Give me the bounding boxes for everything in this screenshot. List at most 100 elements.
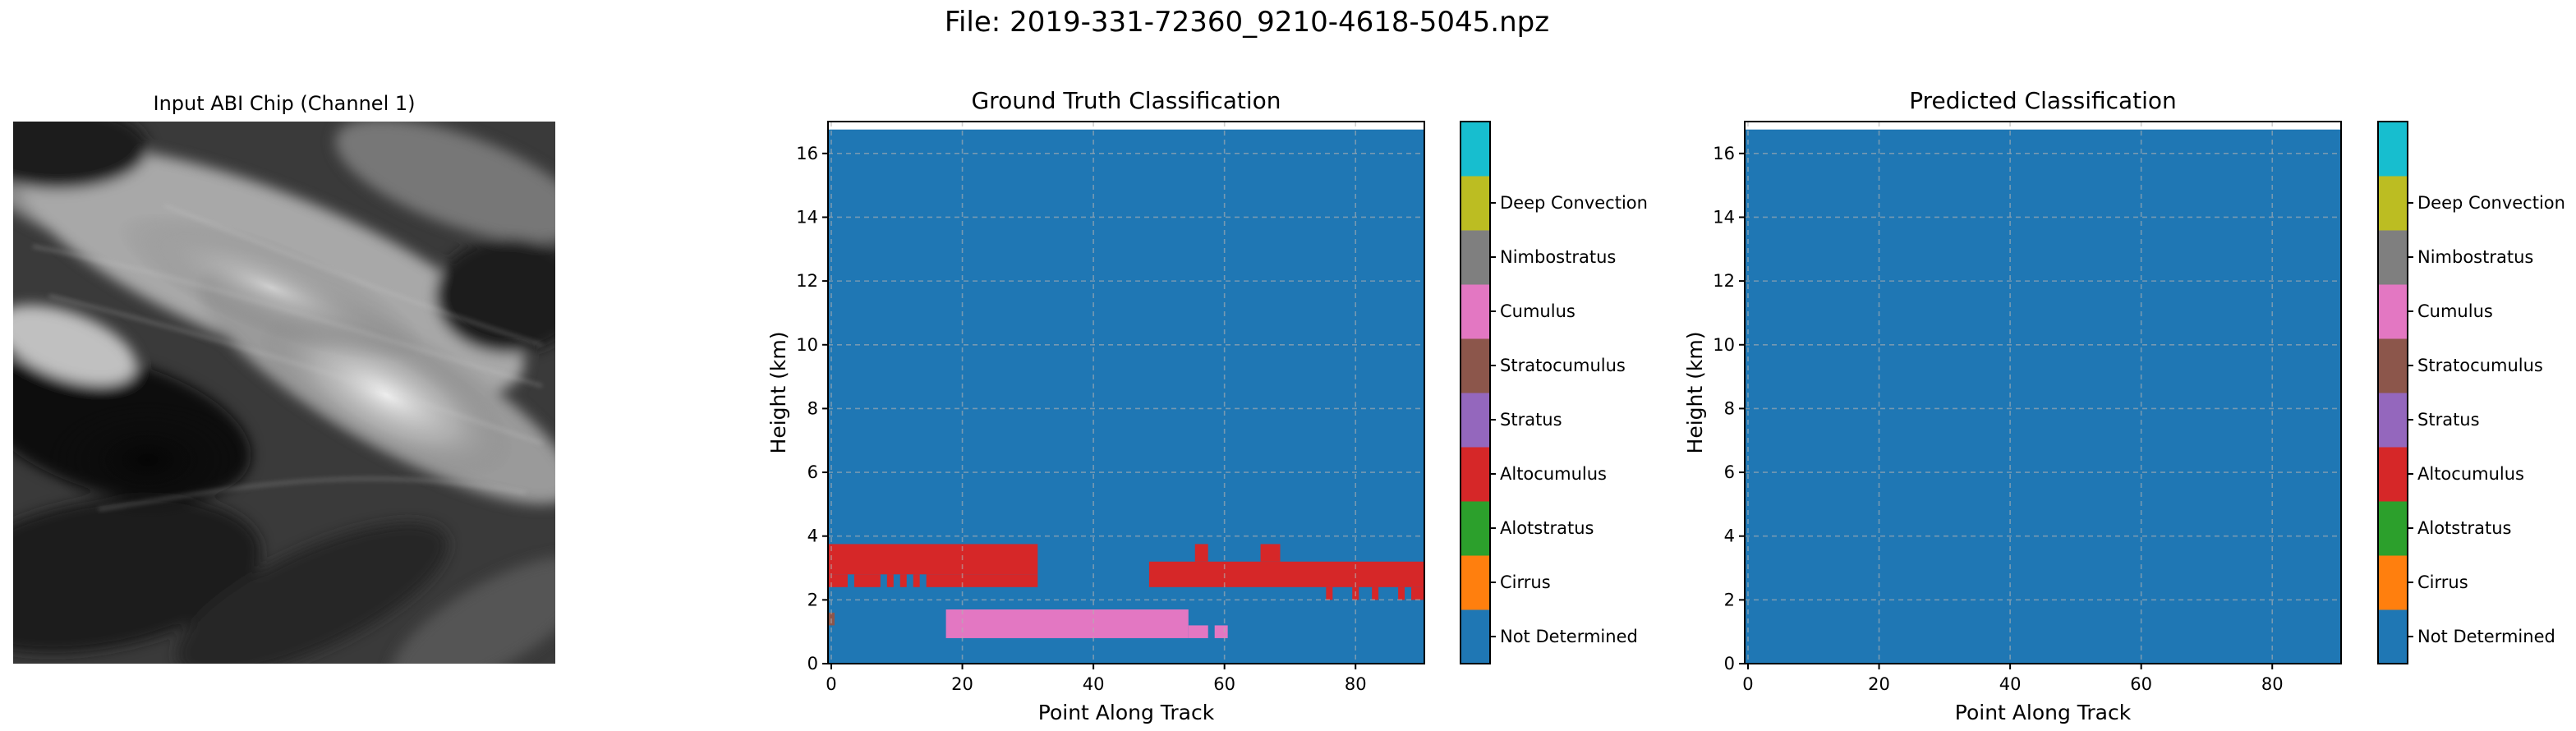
y-tick-label-3: 6 [807, 462, 818, 482]
x-axis-label: Point Along Track [1955, 701, 2132, 724]
heatmap-region-16 [1188, 625, 1208, 638]
heatmap-region-1 [828, 574, 848, 587]
y-tick-label-7: 14 [1713, 207, 1735, 227]
heatmap-background [1745, 129, 2341, 664]
colorbar-swatch-1 [1460, 555, 1490, 610]
y-tick-label-4: 8 [1724, 398, 1735, 418]
heatmap-region-13 [1398, 586, 1405, 600]
figure-title: File: 2019-331-72360_9210-4618-5045.npz [945, 6, 1549, 39]
y-tick-label-5: 10 [1713, 335, 1735, 355]
x-tick-label-1: 20 [951, 674, 973, 694]
y-tick-label-6: 12 [796, 271, 818, 291]
colorbar-swatch-8 [2378, 176, 2408, 231]
colorbar-label-4: Stratus [1500, 410, 1562, 430]
colorbar-label-7: Nimbostratus [2417, 247, 2533, 267]
colorbar-swatch-7 [1460, 230, 1490, 285]
heatmap-region-8 [1194, 544, 1208, 562]
colorbar-label-3: Altocumulus [1500, 464, 1607, 484]
colorbar-swatch-2 [1460, 501, 1490, 556]
x-tick-label-3: 60 [2130, 674, 2152, 694]
colorbar-label-7: Nimbostratus [1500, 247, 1616, 267]
colorbar-swatch-6 [1460, 284, 1490, 339]
x-tick-label-2: 40 [1999, 674, 2022, 694]
x-tick-label-0: 0 [826, 674, 836, 694]
x-tick-label-4: 80 [2261, 674, 2284, 694]
colorbar-frame [1460, 121, 1491, 664]
y-axis-label: Height (km) [766, 332, 790, 454]
colorbar-label-6: Cumulus [2417, 301, 2493, 321]
colorbar-label-1: Cirrus [2417, 572, 2468, 592]
chart-title: Predicted Classification [1909, 87, 2177, 114]
y-tick-label-1: 2 [807, 590, 818, 609]
plot-frame [1744, 121, 2342, 664]
heatmap-region-17 [1214, 625, 1228, 638]
colorbar-swatch-6 [2378, 284, 2408, 339]
colorbar-swatch-4 [2378, 393, 2408, 448]
colorbar-swatch-0 [1460, 609, 1490, 664]
y-tick-label-0: 0 [1724, 654, 1735, 674]
colorbar-swatch-3 [1460, 447, 1490, 502]
heatmap-region-12 [1372, 586, 1379, 600]
y-tick-label-4: 8 [807, 398, 818, 418]
heatmap-region-3 [886, 574, 894, 587]
colorbar-label-3: Altocumulus [2417, 464, 2524, 484]
colorbar-swatch-4 [1460, 393, 1490, 448]
colorbar-swatch-8 [1460, 176, 1490, 231]
y-tick-label-3: 6 [1724, 462, 1735, 482]
colorbar-swatch-7 [2378, 230, 2408, 285]
heatmap-region-4 [899, 574, 907, 587]
colorbar-label-6: Cumulus [1500, 301, 1576, 321]
y-tick-label-8: 16 [796, 144, 818, 163]
plot-frame [827, 121, 1425, 664]
heatmap-region-2 [853, 574, 881, 587]
colorbar-swatch-1 [2378, 555, 2408, 610]
y-tick-label-5: 10 [796, 335, 818, 355]
colorbar-swatch-5 [2378, 338, 2408, 393]
heatmap-region-5 [913, 574, 920, 587]
y-tick-label-1: 2 [1724, 590, 1735, 609]
colorbar-swatch-9 [1460, 122, 1490, 177]
x-tick-label-3: 60 [1213, 674, 1235, 694]
y-axis-label: Height (km) [1683, 332, 1707, 454]
y-tick-label-2: 4 [807, 526, 818, 546]
heatmap-region-9 [1260, 544, 1281, 562]
heatmap-region-15 [945, 609, 1189, 638]
colorbar-label-0: Not Determined [1500, 627, 1638, 646]
image-panel: Input ABI Chip (Channel 1) [13, 92, 555, 664]
colorbar-frame [2377, 121, 2408, 664]
colorbar-label-2: Alotstratus [1500, 518, 1594, 538]
colorbar-label-5: Stratocumulus [1500, 356, 1626, 375]
heatmap-region-0 [828, 544, 1038, 575]
x-tick-label-0: 0 [1742, 674, 1753, 694]
x-axis-label: Point Along Track [1038, 701, 1215, 724]
colorbar-label-1: Cirrus [1500, 572, 1551, 592]
heatmap-region-7 [1148, 561, 1424, 587]
image-panel-title: Input ABI Chip (Channel 1) [153, 92, 415, 115]
colorbar-label-8: Deep Convection [2417, 193, 2565, 213]
y-tick-label-2: 4 [1724, 526, 1735, 546]
y-tick-label-8: 16 [1713, 144, 1735, 163]
chart-title: Ground Truth Classification [971, 87, 1281, 114]
heatmap-region-10 [1326, 586, 1333, 600]
colorbar-label-2: Alotstratus [2417, 518, 2511, 538]
colorbar-label-8: Deep Convection [1500, 193, 1648, 213]
x-tick-label-4: 80 [1345, 674, 1367, 694]
heatmap-region-6 [926, 574, 1038, 587]
heatmap-region-14 [1411, 586, 1424, 600]
chart-1: 0 20 40 60 80 0 2 4 6 8 10 12 14 16 Predicted Classifi… [1683, 87, 2565, 724]
colorbar-swatch-5 [1460, 338, 1490, 393]
x-tick-label-1: 20 [1868, 674, 1890, 694]
y-tick-label-7: 14 [796, 207, 818, 227]
colorbar-label-5: Stratocumulus [2417, 356, 2543, 375]
chart-0: 0 20 40 60 80 0 2 4 6 8 10 12 14 16 Ground Truth Class… [766, 87, 1648, 724]
y-tick-label-6: 12 [1713, 271, 1735, 291]
abi-chip-image [13, 122, 555, 664]
colorbar-swatch-3 [2378, 447, 2408, 502]
colorbar-label-4: Stratus [2417, 410, 2480, 430]
y-tick-label-0: 0 [807, 654, 818, 674]
x-tick-label-2: 40 [1083, 674, 1105, 694]
colorbar-swatch-9 [2378, 122, 2408, 177]
colorbar-swatch-2 [2378, 501, 2408, 556]
